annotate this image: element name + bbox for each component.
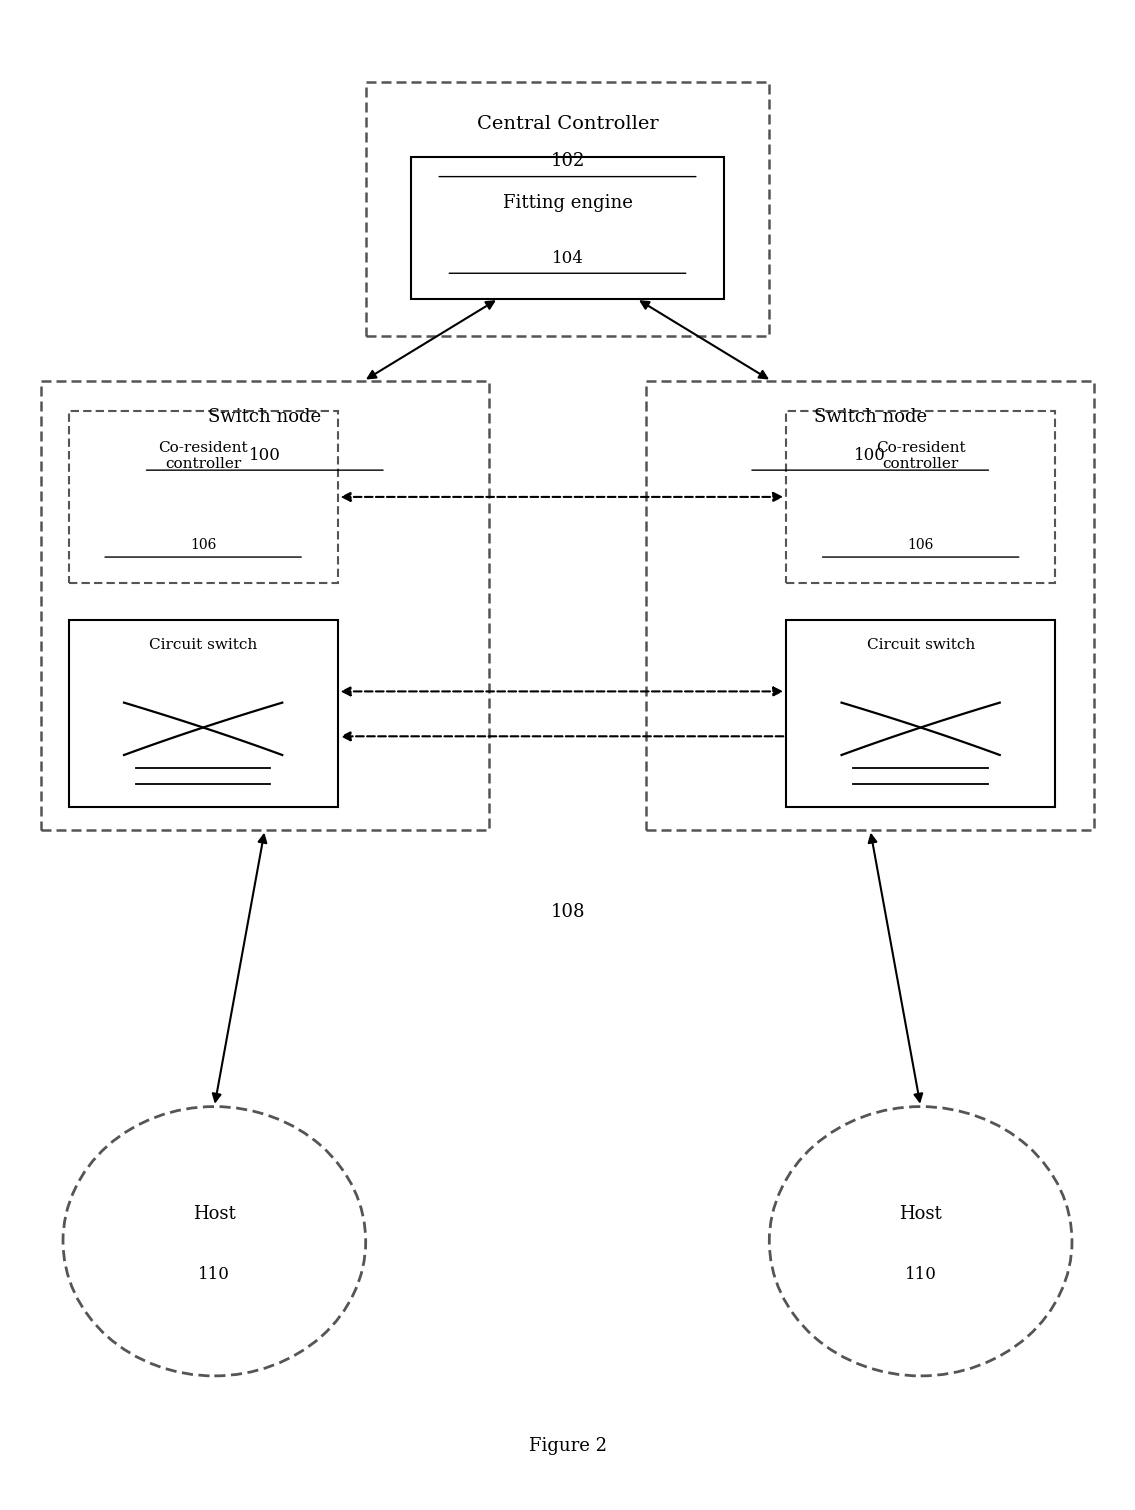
Bar [787,621,1056,808]
Bar [365,82,770,337]
Text: 100: 100 [855,447,886,464]
Text: 106: 106 [190,538,217,553]
Text: 104: 104 [552,251,583,267]
Text: Figure 2: Figure 2 [529,1438,606,1456]
Text: 110: 110 [199,1265,230,1282]
Bar [787,411,1056,583]
Text: 106: 106 [908,538,934,553]
Text: 108: 108 [550,903,585,921]
Text: Co-resident
controller: Co-resident controller [158,441,247,471]
Text: 100: 100 [249,447,280,464]
Bar [646,381,1094,830]
Bar [411,157,724,299]
Text: 102: 102 [550,153,585,171]
Text: Switch node: Switch node [208,408,321,426]
Text: Host: Host [899,1205,942,1223]
Text: Circuit switch: Circuit switch [866,639,975,652]
Text: 110: 110 [905,1265,936,1282]
Text: Host: Host [193,1205,236,1223]
Bar [68,411,338,583]
Text: Fitting engine: Fitting engine [503,195,632,213]
Text: Central Controller: Central Controller [477,115,658,133]
Bar [68,621,338,808]
Text: Switch node: Switch node [814,408,927,426]
Text: Circuit switch: Circuit switch [149,639,258,652]
Text: Co-resident
controller: Co-resident controller [876,441,966,471]
Bar [41,381,489,830]
